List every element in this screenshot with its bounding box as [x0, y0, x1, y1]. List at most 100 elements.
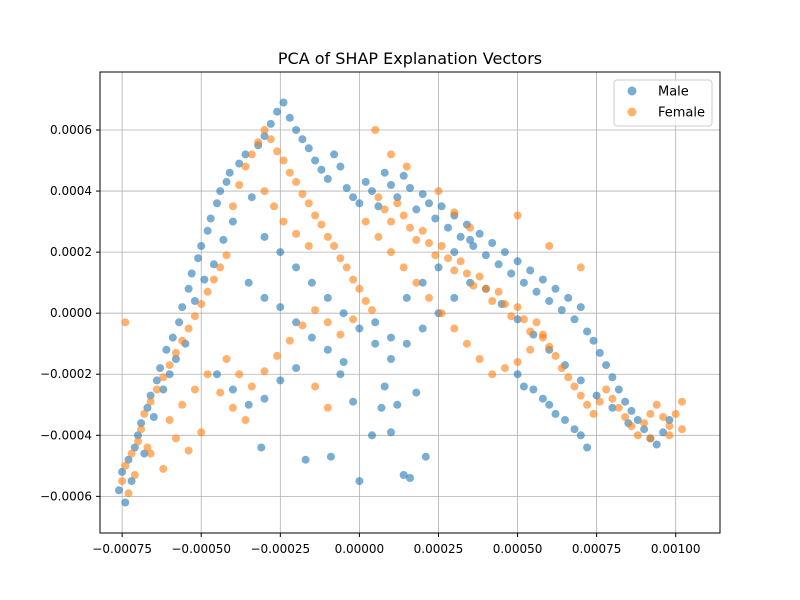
- y-tick-label: −0.0002: [40, 367, 92, 381]
- data-point-male: [513, 315, 522, 324]
- data-point-female: [209, 275, 218, 284]
- data-point-female: [545, 242, 554, 250]
- x-tick-label: 0.00050: [493, 542, 543, 556]
- data-point-female: [595, 397, 604, 406]
- data-point-female: [355, 284, 364, 293]
- data-point-male: [602, 361, 611, 370]
- data-point-male: [652, 440, 661, 449]
- data-point-female: [557, 364, 566, 373]
- data-point-female: [190, 312, 199, 321]
- data-point-male: [475, 229, 484, 238]
- data-point-female: [412, 278, 421, 287]
- data-point-female: [222, 251, 231, 260]
- data-point-male: [336, 370, 345, 379]
- data-point-female: [387, 248, 395, 257]
- data-point-female: [178, 400, 187, 409]
- legend: Male Female: [613, 79, 713, 127]
- data-point-male: [266, 119, 275, 128]
- data-point-male: [304, 144, 313, 153]
- data-point-male: [399, 171, 408, 180]
- legend-label-female: Female: [658, 106, 705, 121]
- data-point-male: [402, 339, 411, 348]
- data-point-female: [247, 150, 256, 159]
- series-female: [118, 126, 686, 498]
- data-point-male: [146, 391, 155, 400]
- data-point-male: [583, 443, 592, 452]
- data-point-male: [377, 403, 386, 412]
- data-point-male: [570, 315, 579, 324]
- data-point-male: [361, 177, 370, 186]
- data-point-female: [241, 416, 250, 424]
- data-point-female: [475, 272, 484, 281]
- data-point-male: [349, 397, 358, 406]
- data-point-female: [665, 431, 674, 440]
- data-point-male: [576, 376, 585, 385]
- data-point-female: [203, 370, 212, 379]
- data-point-female: [270, 202, 278, 211]
- data-point-male: [608, 403, 617, 412]
- data-point-female: [387, 217, 395, 226]
- data-point-male: [526, 266, 535, 275]
- data-point-male: [576, 431, 585, 440]
- data-point-female: [450, 208, 459, 217]
- data-point-female: [380, 205, 389, 214]
- data-point-male: [184, 284, 193, 293]
- data-point-male: [326, 452, 335, 461]
- data-point-male: [434, 263, 443, 272]
- data-point-male: [279, 98, 288, 107]
- data-point-male: [162, 345, 171, 354]
- data-point-male: [273, 107, 282, 116]
- data-point-female: [311, 382, 320, 391]
- data-point-male: [244, 278, 253, 287]
- y-tick-label: 0.0000: [50, 306, 92, 320]
- data-point-female: [260, 126, 269, 134]
- data-point-male: [178, 303, 187, 312]
- data-point-male: [412, 388, 421, 397]
- data-point-female: [279, 156, 288, 165]
- data-point-female: [304, 199, 313, 208]
- data-point-female: [494, 287, 503, 296]
- data-point-male: [311, 156, 320, 165]
- data-point-female: [406, 223, 414, 232]
- legend-marker-female: [627, 107, 637, 117]
- data-point-female: [399, 263, 408, 272]
- plot-frame: [99, 71, 721, 534]
- data-point-male: [190, 297, 199, 305]
- data-point-female: [425, 239, 433, 247]
- data-point-male: [425, 199, 433, 208]
- data-point-male: [222, 177, 231, 186]
- data-point-female: [121, 318, 130, 327]
- data-point-male: [228, 385, 237, 394]
- data-point-female: [127, 449, 136, 458]
- data-point-male: [317, 165, 326, 174]
- data-point-male: [519, 382, 528, 391]
- data-point-female: [545, 342, 554, 351]
- data-point-female: [368, 306, 376, 315]
- data-point-male: [342, 184, 351, 192]
- data-point-male: [156, 364, 165, 373]
- data-point-male: [349, 193, 358, 202]
- data-point-female: [646, 409, 655, 418]
- data-point-female: [526, 327, 535, 336]
- data-point-male: [292, 364, 301, 373]
- data-point-female: [349, 315, 358, 324]
- data-point-male: [225, 168, 234, 177]
- data-point-male: [551, 409, 560, 418]
- data-point-male: [355, 477, 364, 486]
- data-point-female: [418, 226, 427, 235]
- data-point-male: [380, 168, 389, 177]
- data-point-female: [137, 425, 146, 434]
- data-point-male: [665, 416, 674, 424]
- data-point-female: [342, 263, 351, 272]
- data-point-female: [659, 413, 668, 421]
- y-tick-label: 0.0002: [50, 245, 92, 259]
- data-point-female: [652, 400, 661, 409]
- data-point-male: [260, 132, 269, 141]
- y-tick-label: 0.0004: [50, 184, 92, 198]
- data-point-male: [421, 452, 430, 461]
- data-point-male: [450, 293, 459, 302]
- data-point-male: [260, 293, 269, 302]
- data-point-male: [418, 190, 427, 199]
- data-point-male: [450, 248, 459, 257]
- data-point-male: [187, 269, 196, 278]
